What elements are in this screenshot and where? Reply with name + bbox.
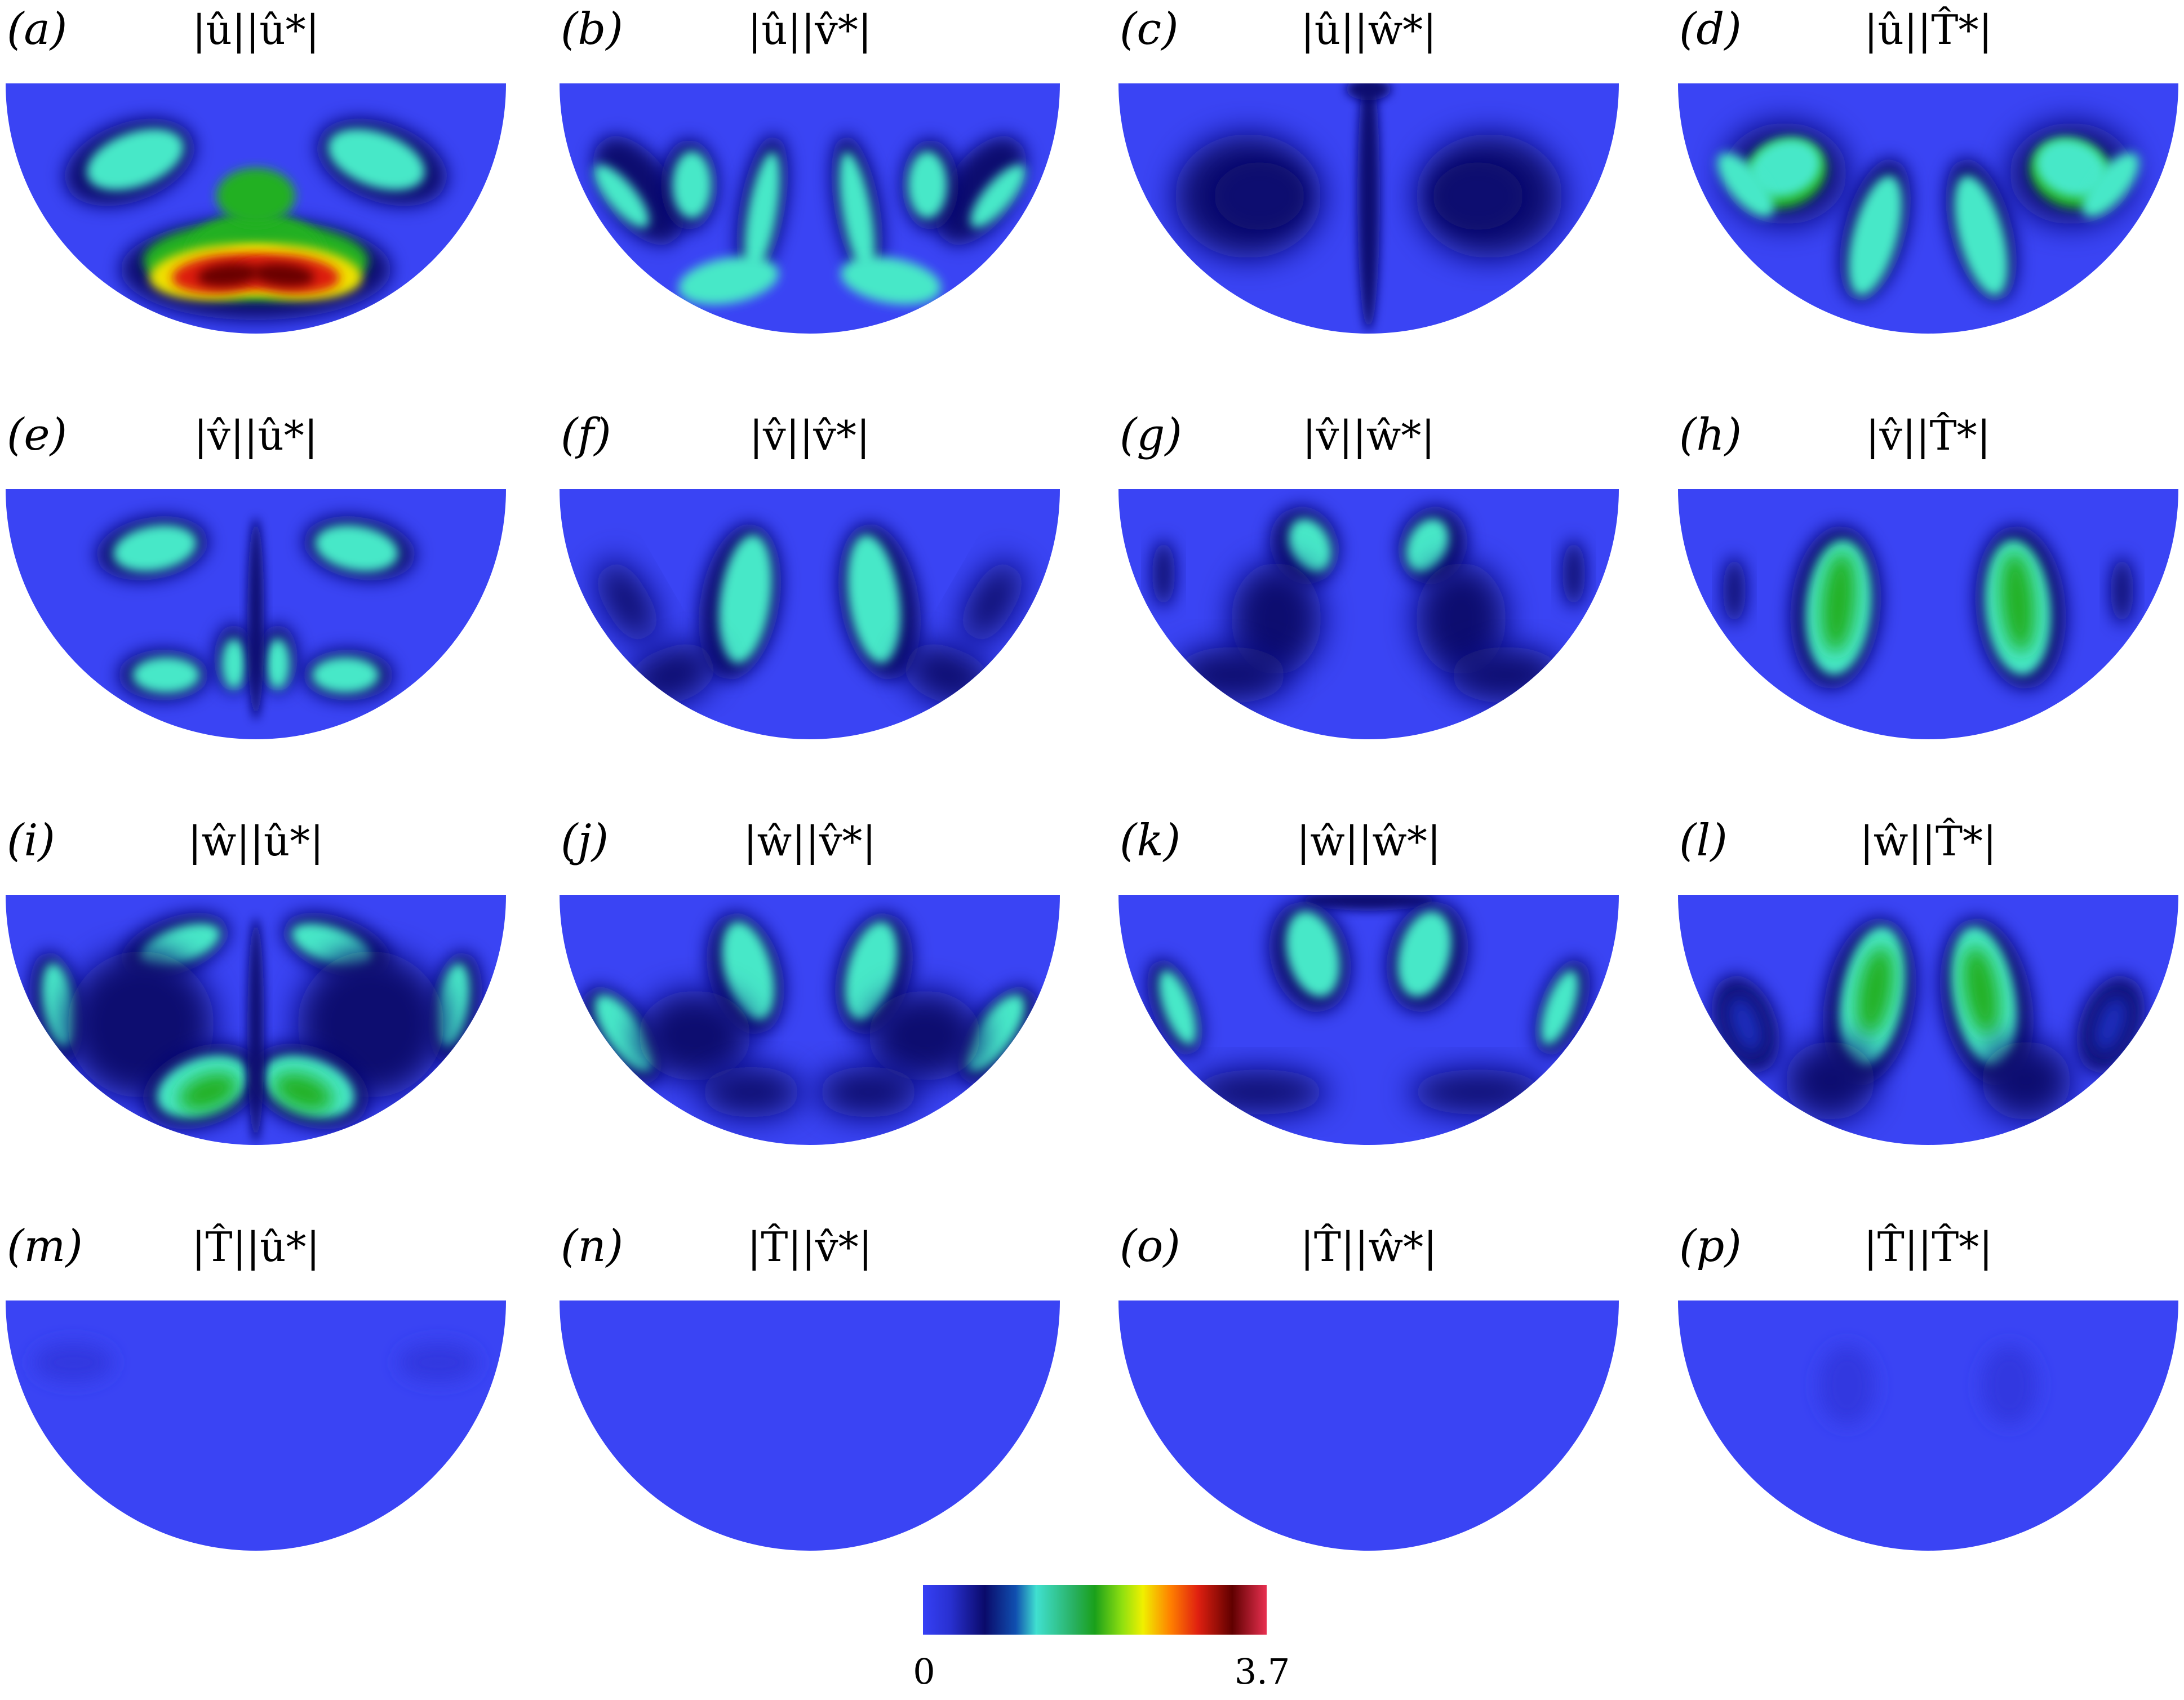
contour-field bbox=[1678, 489, 2178, 739]
panel-i: (i) |ŵ||û*| bbox=[6, 815, 506, 1145]
panel-title: |T̂||v̂*| bbox=[747, 1223, 872, 1271]
colorbar-max-label: 3.7 bbox=[1235, 1651, 1290, 1692]
contour-field bbox=[1118, 1300, 1619, 1551]
panel-h: (h) |v̂||T̂*| bbox=[1678, 410, 2178, 739]
panel-label: (h) bbox=[1679, 410, 1742, 460]
panel-label: (i) bbox=[7, 815, 55, 866]
contour-field bbox=[560, 895, 1060, 1145]
contour-field bbox=[6, 489, 506, 739]
panel-title: |v̂||û*| bbox=[194, 412, 318, 459]
colorbar: 0 3.7 bbox=[913, 1585, 1290, 1692]
contour-field bbox=[6, 83, 506, 334]
panel-e: (e) |v̂||û*| bbox=[6, 410, 506, 739]
contour-field bbox=[1118, 895, 1619, 1145]
contour-field bbox=[6, 895, 506, 1145]
panel-label: (k) bbox=[1120, 815, 1180, 866]
panel-title: |ŵ||û*| bbox=[188, 818, 323, 865]
panel-title: |û||v̂*| bbox=[748, 6, 872, 54]
panel-title: |ŵ||ŵ*| bbox=[1297, 818, 1441, 865]
panel-title: |û||T̂*| bbox=[1864, 6, 1992, 54]
contour-field bbox=[1678, 895, 2178, 1145]
colorbar-gradient bbox=[923, 1585, 1267, 1635]
panel-label: (o) bbox=[1120, 1221, 1180, 1272]
contour-field bbox=[1678, 83, 2178, 334]
panel-o: (o) |T̂||ŵ*| bbox=[1118, 1221, 1619, 1551]
panel-label: (g) bbox=[1120, 410, 1182, 460]
contour-field bbox=[560, 83, 1060, 334]
contour-field bbox=[560, 489, 1060, 739]
panel-label: (a) bbox=[7, 4, 67, 55]
panel-label: (p) bbox=[1679, 1221, 1742, 1272]
panel-title: |û||û*| bbox=[192, 6, 319, 54]
panel-title: |v̂||T̂*| bbox=[1866, 411, 1991, 459]
panel-title: |v̂||ŵ*| bbox=[1302, 412, 1435, 459]
panel-f: (f) |v̂||v̂*| bbox=[560, 410, 1060, 739]
panel-g: (g) |v̂||ŵ*| bbox=[1118, 410, 1619, 739]
panel-label: (f) bbox=[561, 410, 611, 460]
panel-a: (a) |û||û*| bbox=[6, 4, 506, 334]
panel-d: (d) |û||T̂*| bbox=[1678, 4, 2178, 334]
contour-field bbox=[560, 1300, 1060, 1551]
panel-title: |û||ŵ*| bbox=[1300, 6, 1436, 54]
panel-n: (n) |T̂||v̂*| bbox=[560, 1221, 1060, 1551]
contour-field bbox=[1678, 1300, 2178, 1551]
panel-m: (m) |T̂||û*| bbox=[6, 1221, 506, 1551]
panel-label: (d) bbox=[1679, 4, 1742, 55]
contour-field bbox=[6, 1300, 506, 1551]
panel-label: (l) bbox=[1679, 815, 1728, 866]
panel-label: (b) bbox=[561, 4, 623, 55]
panel-title: |T̂||T̂*| bbox=[1863, 1223, 1992, 1271]
contour-field bbox=[1118, 83, 1619, 334]
panel-title: |ŵ||v̂*| bbox=[743, 818, 876, 865]
colorbar-min-label: 0 bbox=[913, 1651, 935, 1692]
panel-label: (c) bbox=[1120, 4, 1179, 55]
panel-label: (n) bbox=[561, 1221, 623, 1272]
panel-j: (j) |ŵ||v̂*| bbox=[560, 815, 1060, 1145]
panel-label: (j) bbox=[561, 815, 609, 866]
panel-title: |v̂||v̂*| bbox=[749, 412, 870, 459]
panel-title: |T̂||û*| bbox=[192, 1223, 319, 1271]
contour-field bbox=[1118, 489, 1619, 739]
panel-c: (c) |û||ŵ*| bbox=[1118, 4, 1619, 334]
panel-p: (p) |T̂||T̂*| bbox=[1678, 1221, 2178, 1551]
panel-l: (l) |ŵ||T̂*| bbox=[1678, 815, 2178, 1145]
panel-title: |ŵ||T̂*| bbox=[1860, 817, 1997, 865]
panel-grid: (a) |û||û*| (b) |û||v̂*| (c) |û||ŵ*| (d) |û||T̂… bbox=[6, 4, 2178, 1551]
panel-label: (e) bbox=[7, 410, 67, 460]
panel-title: |T̂||ŵ*| bbox=[1300, 1223, 1437, 1271]
panel-k: (k) |ŵ||ŵ*| bbox=[1118, 815, 1619, 1145]
panel-label: (m) bbox=[7, 1221, 83, 1272]
panel-b: (b) |û||v̂*| bbox=[560, 4, 1060, 334]
